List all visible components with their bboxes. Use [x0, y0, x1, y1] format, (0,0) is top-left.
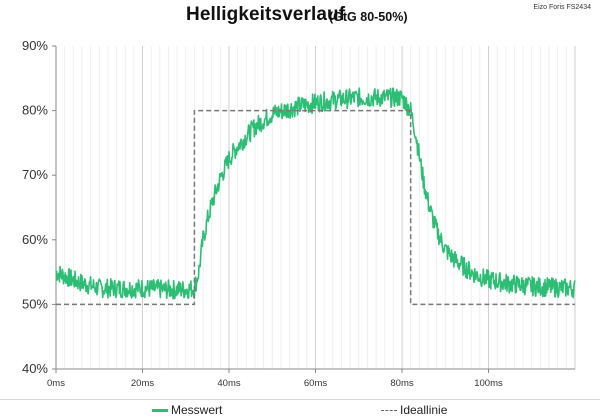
legend: Messwert Ideallinie [0, 399, 600, 420]
series-messwert-line [55, 87, 576, 300]
y-tick-label: 50% [22, 296, 48, 311]
legend-item-messwert: Messwert [152, 403, 222, 417]
x-tick-label: 40ms [217, 378, 240, 389]
x-tick-label: 0ms [47, 378, 65, 389]
x-tick-label: 60ms [304, 378, 327, 389]
x-tick-label: 80ms [390, 378, 413, 389]
legend-swatch-solid [152, 408, 168, 412]
x-tick-label: 100ms [474, 378, 503, 389]
legend-item-ideallinie: Ideallinie [381, 403, 447, 417]
chart-title: Helligkeitsverlauf [186, 4, 346, 25]
chart-subtitle: (GtG 80-50%) [329, 10, 408, 24]
y-tick-label: 90% [22, 38, 48, 53]
legend-label-ideallinie: Ideallinie [400, 403, 448, 417]
y-tick-label: 40% [22, 361, 48, 376]
y-tick-label: 60% [22, 232, 48, 247]
plot-area: 40% 50% 60% 70% 80% 90% 0ms 20ms 40ms 60ms 80ms 100… [22, 38, 576, 389]
device-note: Eizo Foris FS2434 [533, 4, 591, 11]
series-ideallinie-line [56, 109, 575, 306]
legend-swatch-dashed [381, 409, 397, 411]
x-tick-label: 20ms [131, 378, 154, 389]
y-tick-label: 70% [22, 167, 48, 182]
chart-title-row: Helligkeitsverlauf (GtG 80-50%) [0, 4, 600, 34]
y-tick-label: 80% [22, 103, 48, 118]
legend-label-messwert: Messwert [171, 403, 223, 417]
